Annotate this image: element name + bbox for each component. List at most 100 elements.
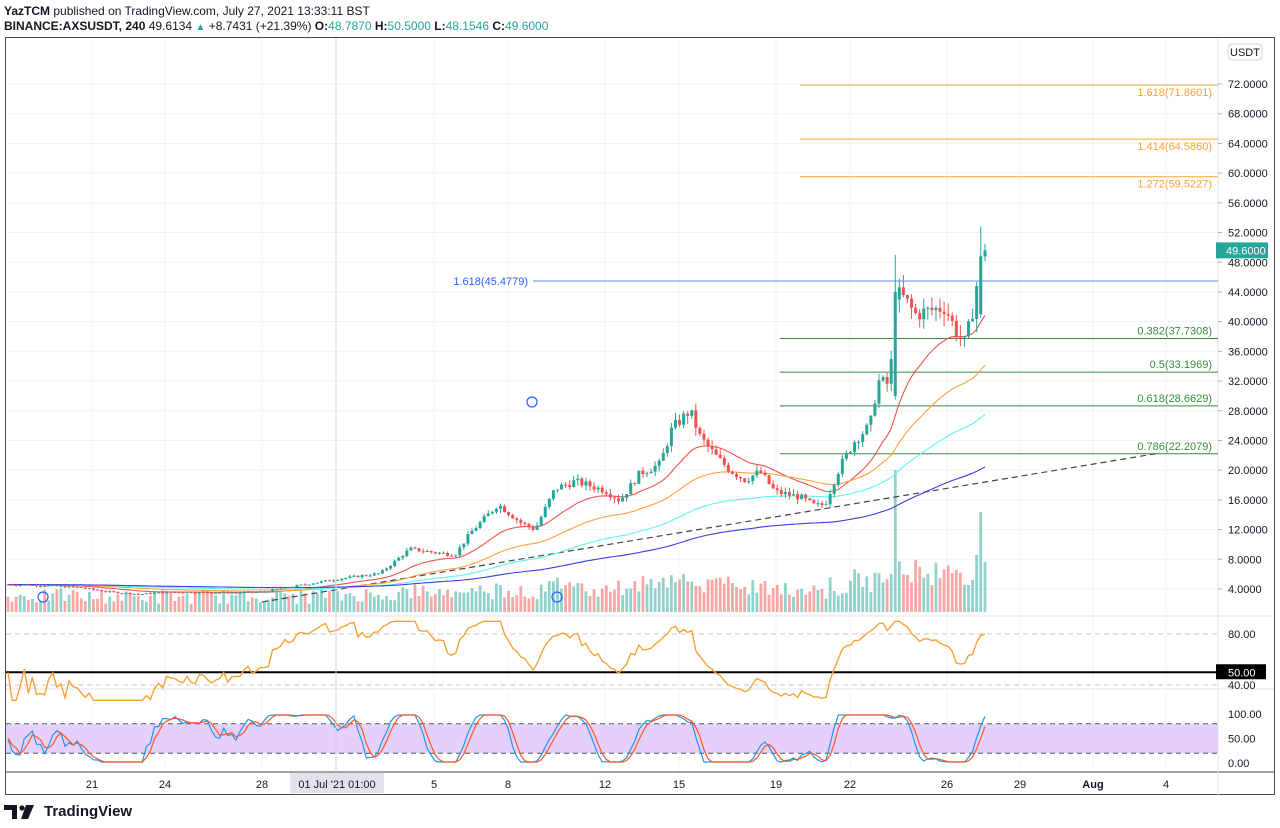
volume-bar xyxy=(140,599,144,612)
time-axis-label: 4 xyxy=(1163,779,1169,791)
candle-body xyxy=(812,500,816,504)
volume-bar xyxy=(18,594,22,612)
volume-bar xyxy=(511,597,515,612)
volume-bar xyxy=(222,590,226,612)
symbol-name[interactable]: BINANCE:AXSUSDT, 240 xyxy=(4,19,146,33)
volume-bar xyxy=(926,573,930,612)
candle-body xyxy=(189,591,193,593)
trendline[interactable] xyxy=(261,452,1161,603)
fib-extension-label: 1.618(71.8601) xyxy=(1137,87,1212,99)
volume-bar xyxy=(918,566,922,612)
candle-body xyxy=(971,318,975,322)
volume-bar xyxy=(22,596,26,612)
volume-bar xyxy=(157,603,160,612)
candle-body xyxy=(865,424,869,435)
candle-body xyxy=(120,593,124,595)
candle-body xyxy=(824,504,828,506)
candle-body xyxy=(218,592,222,594)
volume-bar xyxy=(836,595,840,612)
candle-body xyxy=(132,593,136,595)
candle-body xyxy=(63,585,67,588)
candle-body xyxy=(401,556,405,558)
volume-bar xyxy=(214,595,217,612)
volume-bar xyxy=(718,577,722,612)
price-scale-label: 36.0000 xyxy=(1228,346,1268,358)
volume-bar xyxy=(474,591,478,612)
currency-badge[interactable] xyxy=(1227,43,1263,61)
candle-body xyxy=(967,321,971,337)
volume-bar xyxy=(523,596,527,612)
volume-bar xyxy=(670,575,673,612)
volume-bar xyxy=(55,589,59,612)
candle-body xyxy=(494,508,498,512)
candle-body xyxy=(486,513,490,517)
candle-body xyxy=(673,420,677,428)
volume-bar xyxy=(401,587,405,612)
circle-marker[interactable] xyxy=(551,591,563,603)
volume-bar xyxy=(206,590,209,612)
candle-body xyxy=(177,592,181,594)
volume-bar xyxy=(104,603,108,612)
price-scale-label: 28.0000 xyxy=(1228,406,1268,418)
candle-body xyxy=(234,592,238,594)
candle-body xyxy=(633,483,637,485)
volume-bar xyxy=(210,593,213,612)
volume-bar xyxy=(832,590,836,612)
candle-body xyxy=(889,358,893,384)
candle-body xyxy=(832,484,836,494)
candle-body xyxy=(6,584,10,586)
volume-bar xyxy=(376,595,380,612)
volume-bar xyxy=(368,592,372,612)
volume-bar xyxy=(287,595,291,612)
volume-bar xyxy=(645,584,649,612)
volume-bar xyxy=(608,591,612,612)
volume-bar xyxy=(914,559,918,612)
candle-body xyxy=(869,415,873,425)
candle-body xyxy=(165,591,169,594)
volume-bar xyxy=(629,588,633,612)
volume-bar xyxy=(820,588,824,612)
time-axis-label: 8 xyxy=(505,779,511,791)
candle-body xyxy=(315,582,319,584)
price-scale-label: 12.0000 xyxy=(1228,525,1268,537)
circle-marker[interactable] xyxy=(526,396,538,408)
volume-bar xyxy=(828,577,832,612)
volume-bar xyxy=(35,602,38,612)
volume-bar xyxy=(967,585,970,612)
candle-body xyxy=(600,487,604,493)
circle-marker[interactable] xyxy=(37,591,49,603)
volume-bar xyxy=(59,588,63,612)
candle-body xyxy=(169,591,173,593)
candle-body xyxy=(96,589,100,591)
time-axis-label: 5 xyxy=(431,779,437,791)
volume-bar xyxy=(902,574,905,612)
high-label: H: xyxy=(374,19,388,33)
last-price: 49.6134 xyxy=(148,19,193,33)
candles xyxy=(6,226,987,596)
volume-bar xyxy=(275,590,279,612)
candle-body xyxy=(425,551,429,553)
volume-bar xyxy=(446,589,449,612)
volume-bar xyxy=(242,591,246,612)
candle-body xyxy=(201,591,205,593)
candle-body xyxy=(922,308,926,320)
volume-bar xyxy=(694,585,698,612)
volume-bar xyxy=(535,599,539,612)
volume-bar xyxy=(413,584,417,612)
volume-bar xyxy=(621,595,624,612)
candle-body xyxy=(262,591,266,593)
volume-bar xyxy=(332,590,335,612)
volume-bar xyxy=(425,591,429,612)
open-value: 48.7870 xyxy=(328,19,372,33)
price-scale-label: 32.0000 xyxy=(1228,376,1268,388)
tradingview-logo-icon xyxy=(4,804,34,819)
candle-body xyxy=(808,498,812,501)
rsi-scale-label: 80.00 xyxy=(1228,629,1256,641)
ema100-line xyxy=(8,413,986,590)
candle-body xyxy=(450,555,454,557)
candle-body xyxy=(621,497,625,502)
volume-bar xyxy=(71,590,75,612)
tradingview-logo[interactable]: TradingView xyxy=(4,803,132,820)
volume-bar xyxy=(812,585,816,612)
